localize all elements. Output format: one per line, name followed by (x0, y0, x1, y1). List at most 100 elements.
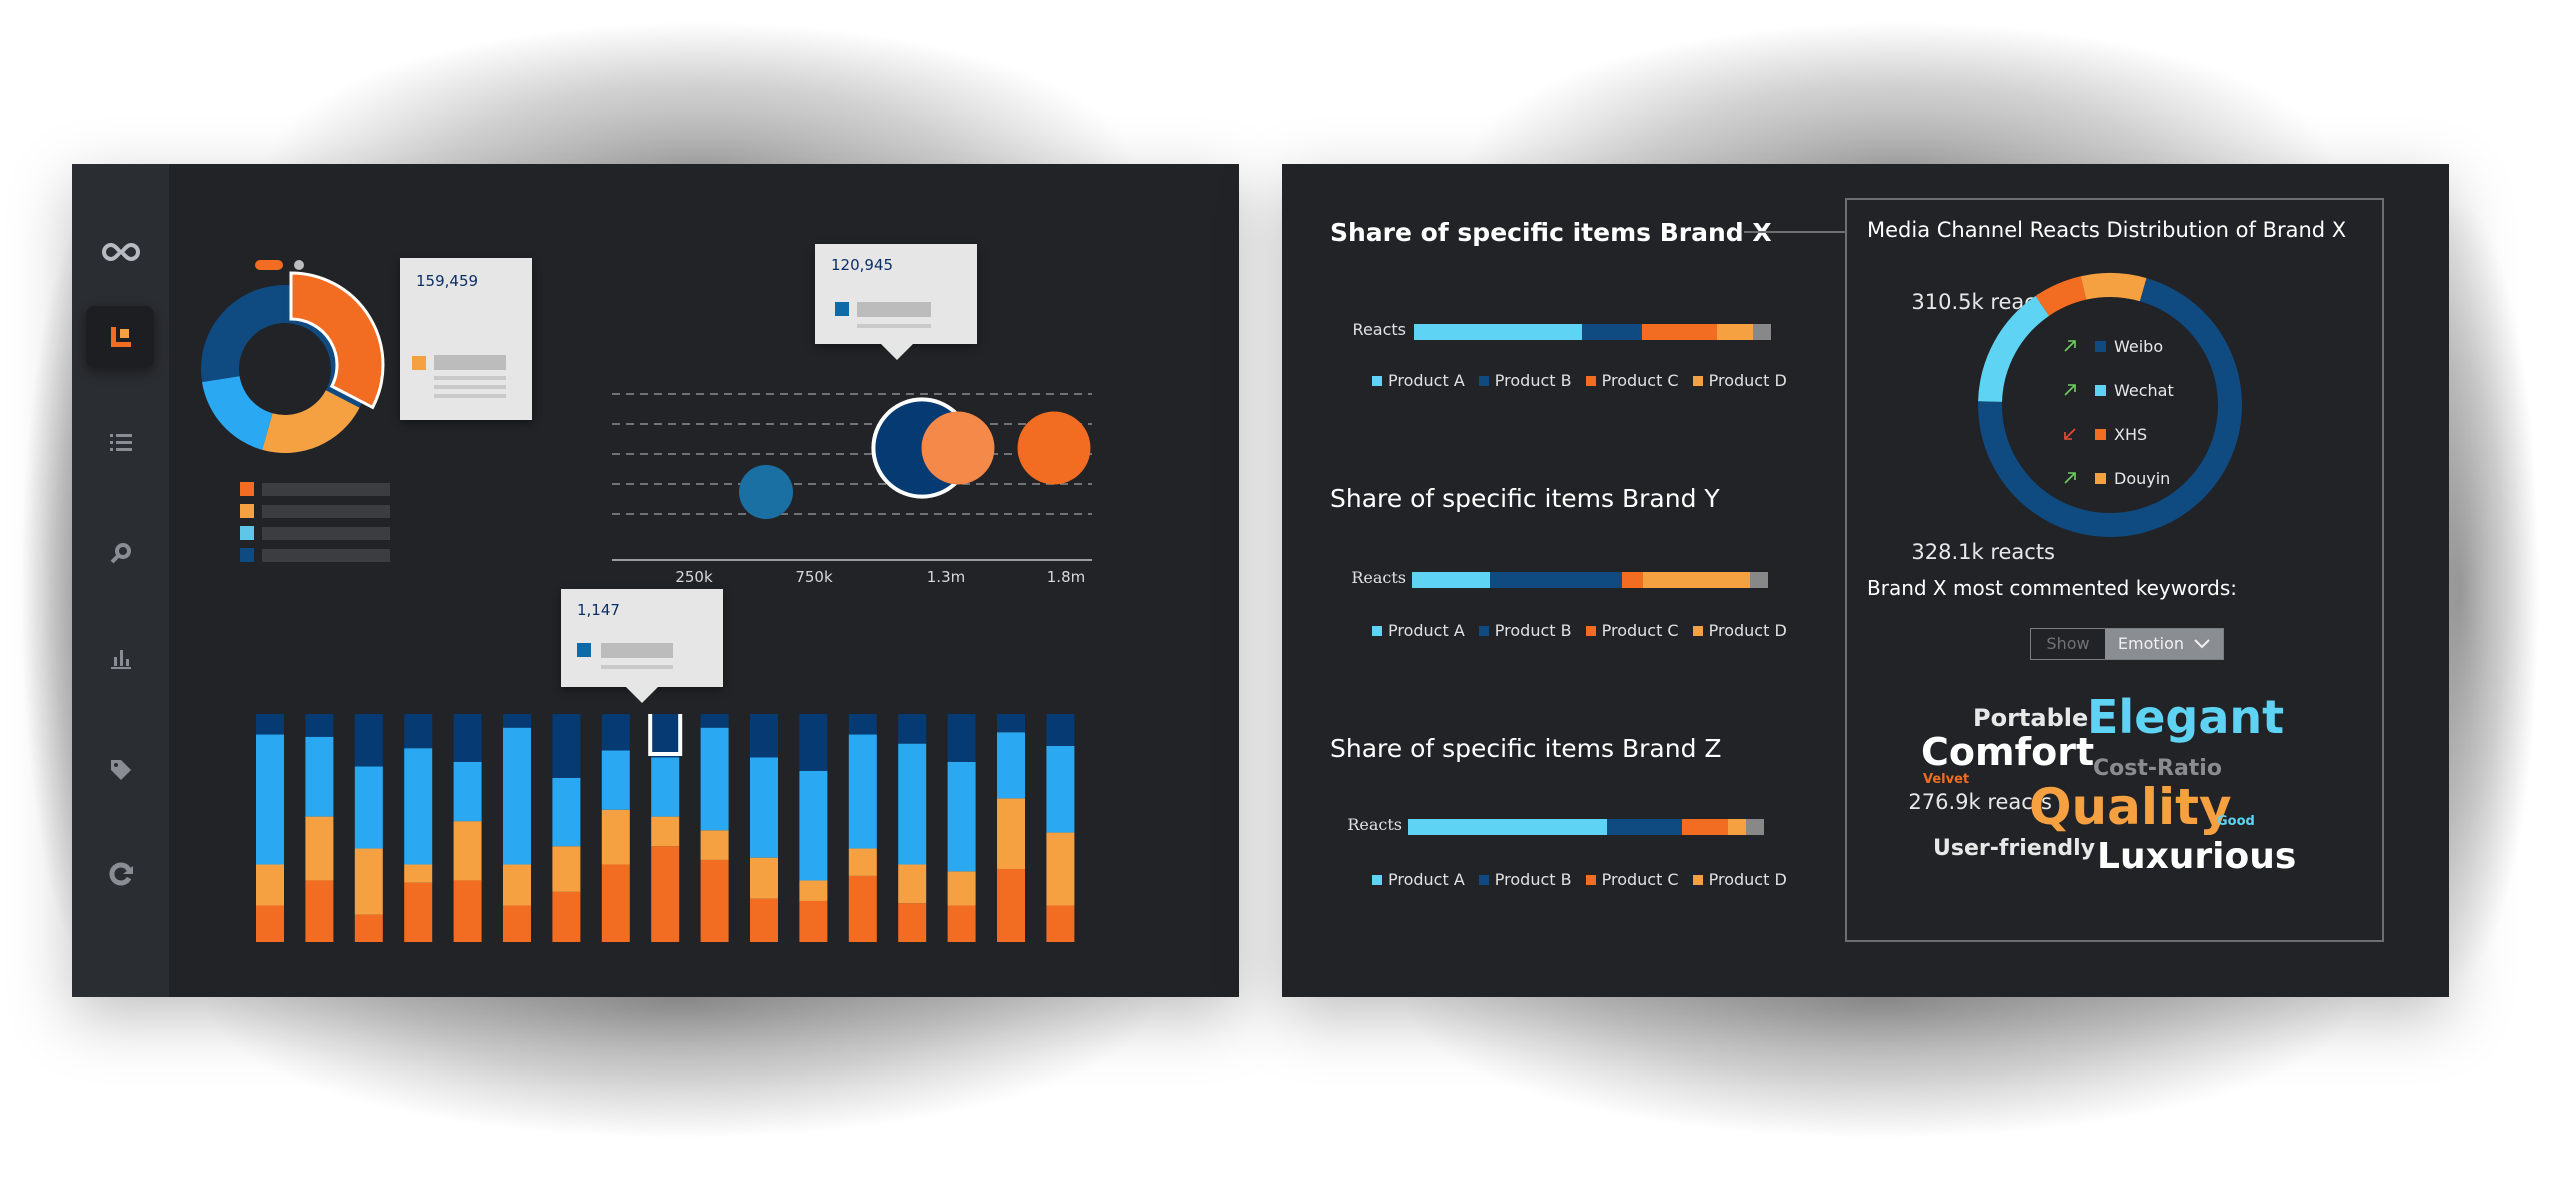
bar-segment[interactable] (750, 714, 778, 758)
bar-segment[interactable] (898, 903, 927, 942)
bar-chart-icon[interactable] (72, 628, 169, 688)
bar-segment[interactable] (354, 914, 383, 942)
view-toggle[interactable]: Show Emotion (2030, 628, 2224, 660)
bar-segment[interactable] (305, 880, 334, 942)
bar-segment[interactable] (997, 732, 1025, 799)
bar-segment[interactable] (1728, 819, 1747, 835)
bar-segment[interactable] (799, 714, 828, 771)
bubble[interactable] (921, 411, 995, 485)
media-donut-slice[interactable] (1978, 296, 2050, 402)
bar-segment[interactable] (503, 905, 531, 942)
bar-segment[interactable] (256, 714, 284, 735)
bar-segment[interactable] (453, 821, 482, 881)
bar-segment[interactable] (1746, 819, 1764, 835)
bar-segment[interactable] (1414, 324, 1582, 340)
bar-segment[interactable] (503, 864, 531, 906)
refresh-icon[interactable] (72, 844, 169, 904)
bar-segment[interactable] (503, 727, 531, 865)
bar-segment[interactable] (256, 734, 284, 865)
bar-segment[interactable] (453, 714, 482, 762)
bar-segment[interactable] (1046, 905, 1075, 942)
bar-segment[interactable] (651, 816, 680, 847)
bar-segment[interactable] (848, 714, 877, 735)
bar-segment[interactable] (1408, 819, 1608, 835)
bar-segment[interactable] (1682, 819, 1729, 835)
infinity-logo-icon[interactable] (72, 222, 169, 282)
bar-segment[interactable] (601, 750, 630, 810)
bar-segment[interactable] (256, 864, 284, 906)
donut-slice[interactable] (202, 376, 273, 450)
donut-slice[interactable] (262, 390, 360, 453)
bar-segment[interactable] (1717, 324, 1754, 340)
bar-segment[interactable] (848, 734, 877, 849)
bubble[interactable] (739, 465, 793, 519)
bar-segment[interactable] (305, 714, 334, 737)
bar-segment[interactable] (947, 905, 976, 942)
bar-segment[interactable] (750, 898, 778, 942)
bar-segment[interactable] (997, 869, 1025, 942)
bar-segment[interactable] (898, 864, 927, 904)
bar-segment[interactable] (898, 743, 927, 865)
bar-segment[interactable] (700, 714, 729, 728)
bar-segment[interactable] (947, 761, 976, 872)
bar-segment[interactable] (750, 857, 778, 899)
bar-segment[interactable] (651, 757, 680, 817)
bar-segment[interactable] (848, 875, 877, 942)
bar-segment[interactable] (404, 714, 433, 749)
donut-slice[interactable] (289, 271, 385, 410)
bar-segment[interactable] (799, 900, 828, 942)
bar-segment[interactable] (700, 859, 729, 942)
bar-segment[interactable] (1046, 832, 1075, 906)
bar-segment[interactable] (256, 905, 284, 942)
bar-segment[interactable] (1643, 572, 1751, 588)
bar-segment[interactable] (848, 848, 877, 876)
bar-segment[interactable] (305, 816, 334, 881)
bar-segment[interactable] (354, 714, 383, 767)
bar-segment[interactable] (1046, 745, 1075, 833)
bar-segment[interactable] (1753, 324, 1771, 340)
bar-segment[interactable] (997, 798, 1025, 870)
bar-segment[interactable] (799, 880, 828, 901)
bar-segment[interactable] (947, 871, 976, 906)
bar-segment[interactable] (700, 830, 729, 860)
bar-segment[interactable] (1607, 819, 1683, 835)
bar-segment[interactable] (1490, 572, 1623, 588)
bar-segment[interactable] (700, 727, 729, 831)
bar-segment[interactable] (750, 757, 778, 858)
bar-segment[interactable] (947, 714, 976, 762)
bar-segment[interactable] (1412, 572, 1491, 588)
bar-segment[interactable] (552, 777, 581, 847)
bar-segment[interactable] (552, 891, 581, 942)
bar-segment[interactable] (305, 736, 334, 817)
tag-icon[interactable] (72, 740, 169, 800)
bar-segment[interactable] (1622, 572, 1644, 588)
bar-segment[interactable] (503, 714, 531, 728)
bar-segment[interactable] (898, 714, 927, 744)
bar-segment[interactable] (453, 880, 482, 942)
bar-segment[interactable] (1750, 572, 1768, 588)
bar-segment[interactable] (1046, 714, 1075, 746)
search-icon[interactable] (72, 523, 169, 583)
bar-segment[interactable] (354, 766, 383, 849)
media-donut-slice[interactable] (2035, 276, 2087, 316)
bar-segment[interactable] (552, 714, 581, 778)
bar-segment[interactable] (799, 771, 828, 881)
bar-segment[interactable] (404, 748, 433, 865)
bar-segment[interactable] (1642, 324, 1718, 340)
highlighted-bar[interactable] (648, 714, 683, 756)
bar-segment[interactable] (601, 809, 630, 865)
bar-segment[interactable] (354, 848, 383, 915)
list-icon[interactable] (72, 413, 169, 473)
media-donut-slice[interactable] (2080, 273, 2147, 302)
bubble[interactable] (1017, 411, 1091, 485)
bar-segment[interactable] (1581, 324, 1643, 340)
dashboard-icon[interactable] (72, 307, 169, 367)
bar-segment[interactable] (997, 714, 1025, 733)
bar-segment[interactable] (552, 846, 581, 892)
bar-segment[interactable] (651, 846, 680, 942)
bar-segment[interactable] (601, 714, 630, 751)
bar-segment[interactable] (404, 882, 433, 942)
show-option[interactable]: Show (2031, 629, 2105, 659)
bar-segment[interactable] (601, 864, 630, 942)
emotion-option[interactable]: Emotion (2105, 629, 2223, 659)
